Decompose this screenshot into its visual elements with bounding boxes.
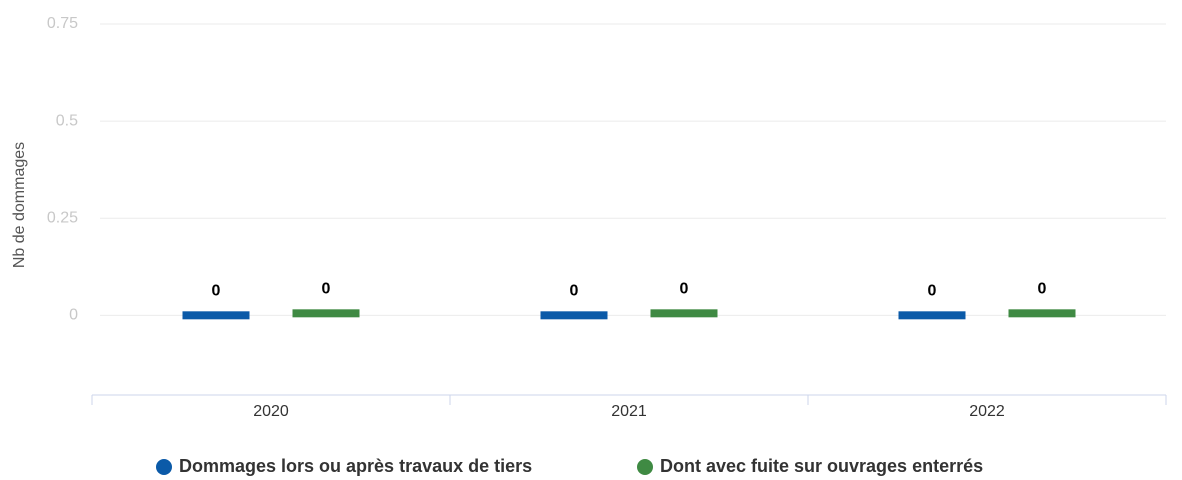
data-label: 0 xyxy=(928,283,937,300)
x-tick-label: 2020 xyxy=(253,403,289,420)
bar xyxy=(182,311,250,320)
bar xyxy=(292,309,360,318)
y-tick-label: 0 xyxy=(69,307,78,324)
bar xyxy=(898,311,966,320)
x-tick-label: 2021 xyxy=(611,403,647,420)
y-tick-label: 0.75 xyxy=(47,15,78,32)
data-label: 0 xyxy=(212,283,221,300)
legend-marker xyxy=(156,459,172,475)
data-label: 0 xyxy=(322,281,331,298)
data-label: 0 xyxy=(680,281,689,298)
y-tick-label: 0.25 xyxy=(47,209,78,226)
x-tick-label: 2022 xyxy=(969,403,1005,420)
legend-label: Dont avec fuite sur ouvrages enterrés xyxy=(660,456,983,476)
legend-label: Dommages lors ou après travaux de tiers xyxy=(179,456,532,476)
data-label: 0 xyxy=(1038,281,1047,298)
bar xyxy=(650,309,718,318)
data-label: 0 xyxy=(570,283,579,300)
legend-marker xyxy=(637,459,653,475)
y-tick-label: 0.5 xyxy=(56,112,78,129)
bar xyxy=(540,311,608,320)
y-axis-title: Nb de dommages xyxy=(11,142,28,268)
bar xyxy=(1008,309,1076,318)
